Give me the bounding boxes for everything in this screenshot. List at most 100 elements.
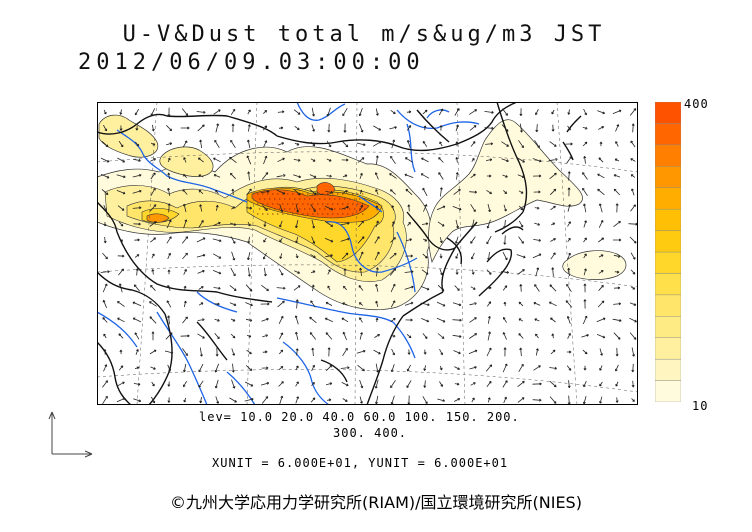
wind-arrow bbox=[359, 189, 363, 195]
wind-arrow bbox=[390, 334, 396, 338]
wind-arrow bbox=[230, 333, 236, 339]
wind-arrow bbox=[294, 125, 300, 131]
wind-arrow bbox=[582, 315, 588, 325]
wind-arrow bbox=[501, 270, 510, 274]
wind-arrow bbox=[246, 206, 253, 210]
core-dot bbox=[362, 213, 364, 215]
wind-arrow bbox=[486, 347, 492, 357]
wind-arrow bbox=[422, 140, 428, 147]
wind-arrow bbox=[340, 366, 350, 370]
colorbar-swatch bbox=[655, 123, 681, 146]
wind-arrow bbox=[182, 316, 188, 324]
wind-arrow bbox=[404, 157, 413, 163]
wind-arrow bbox=[502, 363, 508, 373]
wind-arrow bbox=[519, 284, 523, 292]
wind-arrow bbox=[358, 302, 363, 306]
wind-arrow bbox=[630, 140, 636, 148]
wind-arrow bbox=[503, 219, 507, 229]
wind-arrow bbox=[100, 270, 110, 274]
wind-arrow bbox=[487, 331, 491, 341]
wind-arrow bbox=[375, 317, 379, 323]
wind-arrow bbox=[534, 318, 540, 322]
wind-arrow bbox=[534, 140, 540, 149]
wind-arrow bbox=[246, 188, 252, 196]
wind-arrow bbox=[213, 157, 221, 163]
wind-arrow bbox=[470, 204, 476, 213]
wind-arrow bbox=[582, 187, 588, 197]
core-dot bbox=[307, 213, 309, 215]
wind-arrow bbox=[311, 236, 316, 244]
dust-contour-10 bbox=[428, 119, 583, 264]
core-dot bbox=[287, 203, 289, 205]
wind-arrow bbox=[117, 301, 125, 307]
wind-arrow bbox=[279, 203, 284, 213]
wind-arrow bbox=[197, 269, 205, 274]
wind-arrow bbox=[532, 158, 542, 163]
wind-arrow bbox=[470, 173, 476, 179]
wind-arrow bbox=[454, 366, 460, 370]
wind-arrow bbox=[247, 124, 251, 132]
wind-arrow bbox=[502, 332, 507, 340]
wind-arrow bbox=[324, 237, 334, 243]
wind-arrow bbox=[341, 205, 349, 210]
wind-arrow bbox=[437, 284, 445, 292]
wind-arrow bbox=[119, 125, 123, 131]
wind-arrow bbox=[502, 108, 508, 116]
wind-arrow bbox=[166, 300, 172, 308]
wind-arrow bbox=[341, 382, 349, 387]
core-dot bbox=[324, 208, 326, 210]
wind-arrow bbox=[406, 364, 411, 372]
wind-arrow bbox=[469, 366, 477, 370]
wind-arrow bbox=[212, 270, 222, 275]
wind-arrow bbox=[404, 285, 414, 290]
wind-arrow bbox=[134, 332, 140, 340]
wind-arrow bbox=[469, 302, 477, 306]
wind-arrow bbox=[198, 363, 204, 373]
wind-arrow bbox=[567, 125, 571, 131]
wind-arrow bbox=[455, 253, 459, 259]
wind-arrow bbox=[293, 158, 301, 162]
wind-arrow bbox=[182, 174, 187, 178]
core-dot bbox=[257, 193, 259, 195]
wind-arrow bbox=[613, 188, 621, 196]
wind-arrow bbox=[116, 397, 126, 403]
wind-arrow bbox=[532, 174, 542, 178]
wind-arrow bbox=[503, 190, 508, 194]
wind-arrow bbox=[247, 109, 251, 115]
wind-arrow bbox=[551, 222, 556, 226]
wind-arrow bbox=[375, 300, 379, 308]
wind-arrow bbox=[310, 270, 316, 274]
wind-arrow bbox=[326, 158, 332, 162]
wind-arrow bbox=[405, 188, 413, 196]
dust-contour-100 bbox=[146, 213, 170, 223]
wind-arrow bbox=[518, 236, 524, 244]
wind-arrow bbox=[517, 380, 525, 388]
core-dot bbox=[267, 203, 269, 205]
wind-arrow bbox=[470, 286, 476, 290]
wind-arrow bbox=[181, 236, 189, 244]
wind-arrow bbox=[309, 316, 317, 324]
wind-arrow bbox=[229, 222, 237, 226]
wind-arrow bbox=[503, 396, 507, 404]
wind-arrow bbox=[454, 382, 460, 386]
wind-arrow bbox=[614, 286, 621, 290]
wind-arrow bbox=[468, 349, 478, 354]
wind-arrow bbox=[517, 174, 525, 178]
wind-arrow bbox=[452, 334, 462, 338]
core-dot bbox=[354, 208, 356, 210]
wind-arrow bbox=[375, 395, 379, 405]
wind-arrow bbox=[311, 382, 315, 386]
wind-arrow bbox=[613, 238, 622, 242]
wind-arrow bbox=[247, 267, 251, 277]
wind-arrow bbox=[102, 283, 108, 293]
wind-arrow bbox=[262, 350, 268, 354]
wind-arrow bbox=[231, 206, 235, 210]
colorbar-swatch bbox=[655, 294, 681, 317]
wind-arrow bbox=[599, 348, 603, 356]
wind-arrow bbox=[246, 349, 252, 355]
wind-arrow bbox=[326, 140, 332, 148]
wind-arrow bbox=[439, 237, 443, 244]
wind-arrow bbox=[630, 158, 636, 162]
core-dot bbox=[357, 193, 359, 195]
wind-arrow bbox=[583, 365, 587, 371]
